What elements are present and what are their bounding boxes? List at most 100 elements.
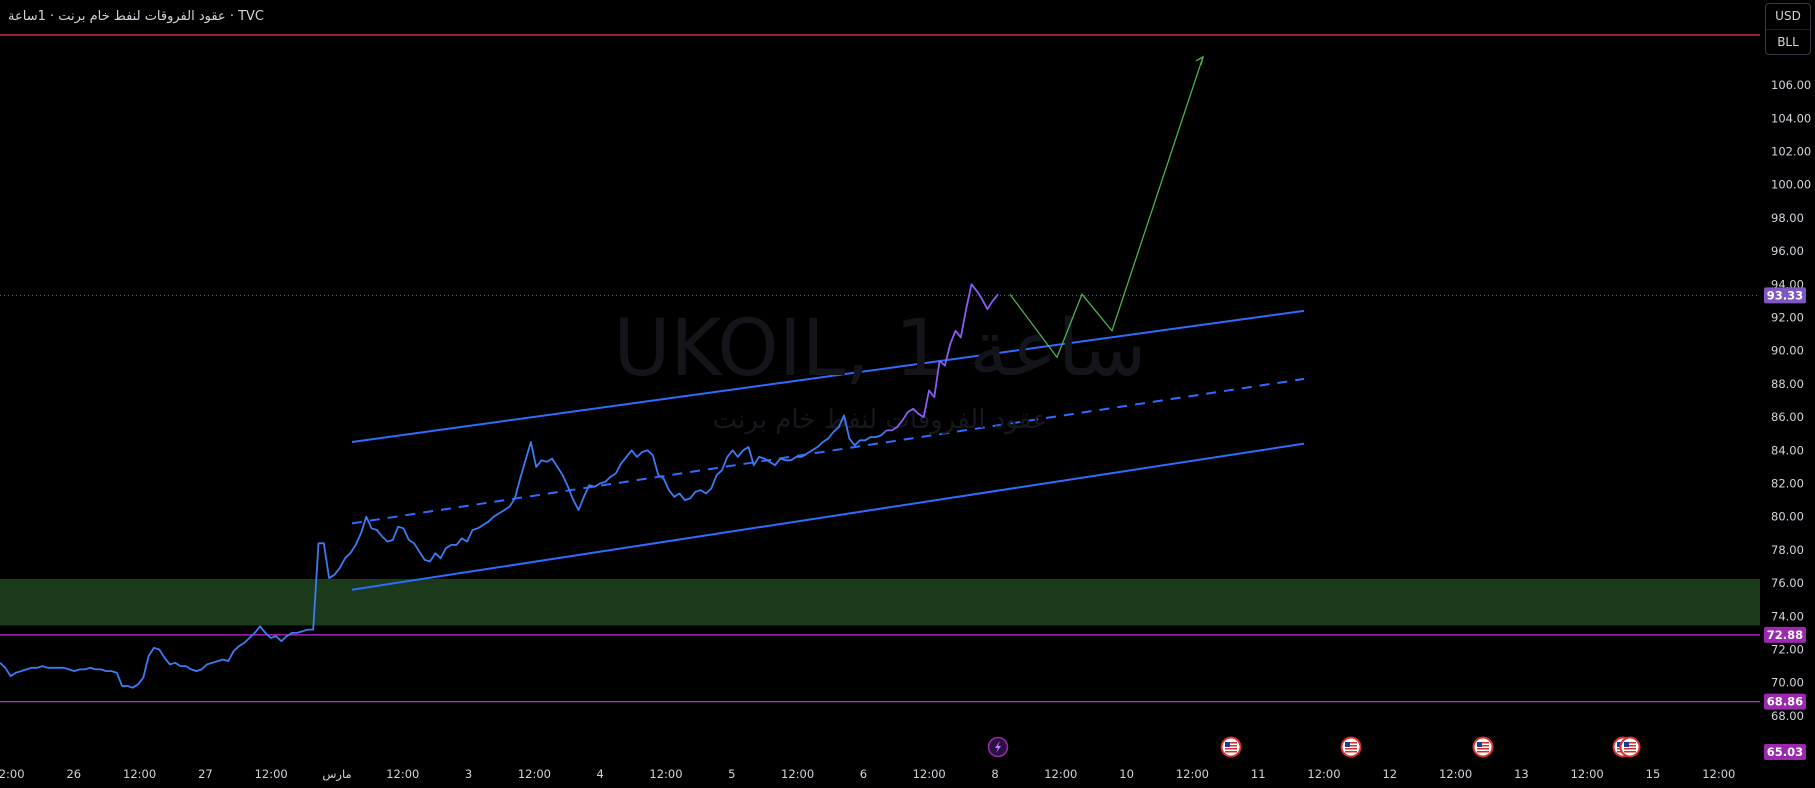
zones-layer [0,578,1760,626]
y-tick-label: 96.00 [1771,244,1804,258]
us-flag-icon[interactable] [1619,736,1641,758]
channel-lower-line [351,442,1305,591]
x-tick-label: 11 [1251,767,1266,781]
flag-stripe [1477,742,1489,744]
y-tick-label: 98.00 [1771,211,1804,225]
support-tag-lower-bg [1764,693,1806,710]
us-flag-icon[interactable] [1220,736,1242,758]
unit-selector[interactable]: USD BLL [1765,3,1811,55]
x-tick-label: 12:00 [913,767,946,781]
flag-stripe [1345,751,1357,753]
x-tick-label: 12:00 [386,767,419,781]
flag-canton [1477,742,1482,747]
y-tick-label: 72.00 [1771,643,1804,657]
flag-canton [1624,742,1629,747]
x-tick-label: 12:00 [0,767,25,781]
support-tag-lower-text: 68.86 [1767,695,1803,709]
flag-icon-circle [1472,736,1494,758]
unit-label[interactable]: BLL [1766,29,1810,55]
x-tick-label: 12:00 [1571,767,1604,781]
y-tick-label: 84.00 [1771,443,1804,457]
support-tag-lower[interactable]: 68.86 [1764,693,1806,710]
flag-icon-circle [1619,736,1641,758]
x-tick-label: 12:00 [781,767,814,781]
us-flag-icon[interactable] [1340,736,1362,758]
time-axis[interactable]: 12:00 26 12:00 27 12:00 مارس 12:00 3 12:00 4 12:00… [0,767,1735,782]
x-tick-label: 4 [597,767,604,781]
x-tick-label: 13 [1514,767,1529,781]
channel-upper-line [351,309,1305,443]
hlines-layer [0,34,1760,703]
symbol-legend[interactable]: عقود الفروقات لنفط خام برنت · 1ساعة · TV… [8,9,264,24]
symbol-info: عقود الفروقات لنفط خام برنت · 1ساعة · TV… [8,9,264,24]
y-tick-label: 92.00 [1771,311,1804,325]
y-tick-label: 100.00 [1771,178,1811,192]
y-tick-label: 70.00 [1771,676,1804,690]
demand-zone [0,578,1760,626]
x-tick-label: 3 [465,767,472,781]
flag-stripe [1477,745,1489,747]
low-price-tag-bg [1764,744,1806,760]
flag-icon-circle [1340,736,1362,758]
low-price-tag-text: 65.03 [1767,745,1803,759]
projection-path [1009,56,1204,359]
flag-canton [1345,742,1350,747]
y-tick-label: 68.00 [1771,709,1804,723]
x-tick-label: 12:00 [1702,767,1735,781]
flag-stripe [1624,751,1636,753]
x-tick-label: مارس [322,767,351,782]
y-tick-label: 74.00 [1771,609,1804,623]
x-tick-label: 27 [198,767,213,781]
x-tick-label: 15 [1646,767,1661,781]
x-tick-label: 12:00 [1439,767,1472,781]
y-tick-label: 106.00 [1771,78,1811,92]
flag-stripe [1225,751,1237,753]
flag-stripe [1477,751,1489,753]
price-axis[interactable]: 106.00104.00102.00100.0098.0096.0094.009… [1764,78,1811,760]
watermark-ticker: UKOIL, ساعة 1 [613,304,1146,394]
flag-stripe [1345,748,1357,750]
x-tick-label: 12:00 [649,767,682,781]
channel-layer [351,309,1305,591]
current-price-tag[interactable]: 93.33 [1764,287,1806,304]
support-tag-upper-bg [1764,626,1806,643]
support-tag-upper[interactable]: 72.88 [1764,626,1806,643]
x-tick-label: 8 [991,767,998,781]
y-tick-label: 76.00 [1771,576,1804,590]
flag-stripe [1225,748,1237,750]
flag-stripe [1624,742,1636,744]
y-tick-label: 86.00 [1771,410,1804,424]
y-tick-label: 78.00 [1771,543,1804,557]
flag-stripe [1345,742,1357,744]
x-tick-label: 12:00 [1176,767,1209,781]
x-tick-label: 12:00 [518,767,551,781]
us-flag-icon[interactable] [1472,736,1494,758]
x-tick-label: 12:00 [1044,767,1077,781]
support-tag-upper-text: 72.88 [1767,628,1803,642]
flag-canton [1225,742,1230,747]
lightning-icon[interactable] [987,736,1009,758]
price-line [0,414,888,689]
x-tick-label: 12:00 [123,767,156,781]
x-tick-label: 26 [66,767,81,781]
flag-stripe [1345,745,1357,747]
events-row[interactable] [987,736,1641,758]
flag-icon-circle [1220,736,1242,758]
currency-label[interactable]: USD [1775,9,1801,23]
y-tick-label: 80.00 [1771,510,1804,524]
x-tick-label: 5 [728,767,735,781]
lightning-bolt [995,741,1001,753]
flag-stripe [1624,745,1636,747]
watermark-description: عقود الفروقات لنفط خام برنت [713,405,1048,435]
flag-stripe [1477,748,1489,750]
watermark: UKOIL, ساعة 1 عقود الفروقات لنفط خام برن… [613,304,1146,435]
projection-arrowhead [1195,55,1205,66]
low-price-tag[interactable]: 65.03 [1764,744,1806,760]
y-tick-label: 104.00 [1771,111,1811,125]
price-series-layer [0,283,999,689]
flag-stripe [1624,748,1636,750]
current-price-tag-text: 93.33 [1767,288,1803,302]
x-tick-label: 12:00 [255,767,288,781]
y-tick-label: 90.00 [1771,344,1804,358]
